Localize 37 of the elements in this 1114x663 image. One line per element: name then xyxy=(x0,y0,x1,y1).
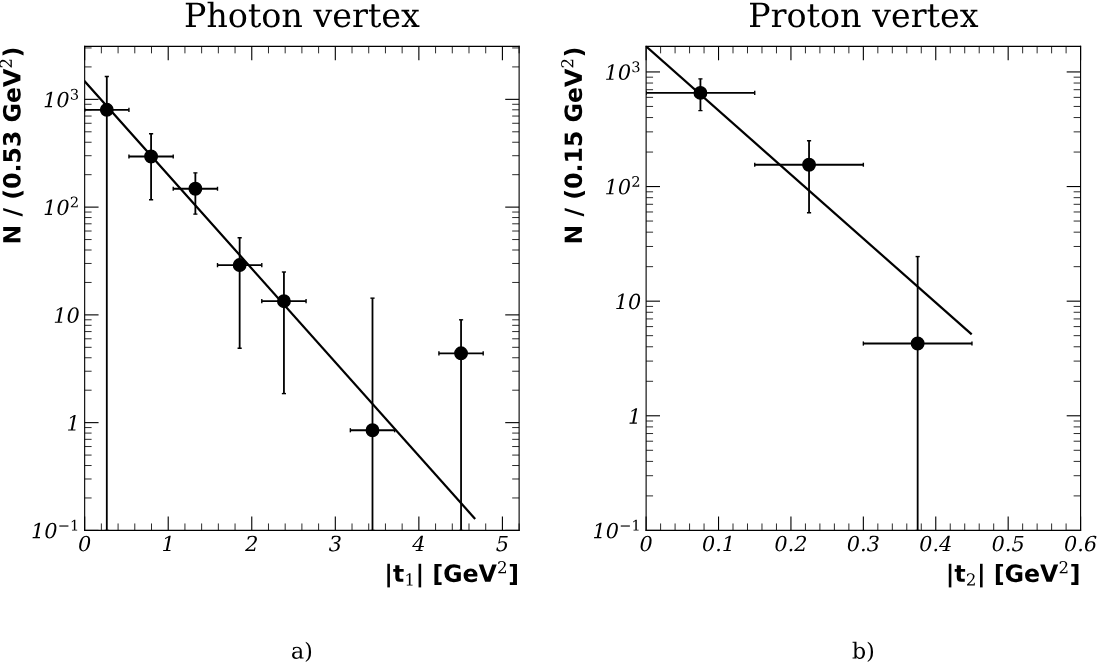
y-axis-title: N / (0.15 GeV$^{2}$) xyxy=(561,48,585,243)
x-tick-label: 0.6 xyxy=(1065,535,1097,552)
y-tick-label: 10 xyxy=(54,307,79,324)
y-tick-label: 10$^{2}$ xyxy=(606,175,640,195)
x-tick-label: 0.4 xyxy=(920,535,951,552)
x-tick-label: 0.5 xyxy=(992,535,1024,552)
x-axis-title: |t$_{1}$| [GeV$^{2}$] xyxy=(387,560,517,588)
x-tick-label: 0.2 xyxy=(775,535,807,552)
y-tick-label: 10 xyxy=(616,293,641,310)
y-tick-label: 1 xyxy=(68,415,76,431)
text: a) xyxy=(292,641,312,663)
y-tick-label: 10$^{3}$ xyxy=(606,61,640,80)
x-tick-label: 0.3 xyxy=(847,535,879,552)
x-tick-label: 0.1 xyxy=(703,535,731,552)
x-tick-label: 1 xyxy=(163,535,171,552)
y-tick-label: 1 xyxy=(629,408,638,424)
y-axis-title: N / (0.53 GeV$^{2}$) xyxy=(0,48,24,243)
point xyxy=(365,423,380,438)
x-tick-label: 4 xyxy=(412,535,424,552)
chart-title: Proton vertex xyxy=(750,2,979,28)
point xyxy=(188,181,203,196)
x-tick-label: 0 xyxy=(79,535,91,552)
x-tick-label: 2 xyxy=(245,535,257,552)
y-tick-label: 10$^{2}$ xyxy=(44,196,78,216)
y-tick-label: 10$^{3}$ xyxy=(44,88,79,108)
point xyxy=(454,346,469,361)
text: b) xyxy=(852,641,874,663)
x-tick-label: 5 xyxy=(496,535,508,552)
point xyxy=(910,336,925,351)
point xyxy=(232,258,247,272)
x-tick-label: 3 xyxy=(328,535,341,552)
x-axis-title: |t$_{2}$| [GeV$^{2}$] xyxy=(948,560,1079,588)
x-tick-label: 0 xyxy=(640,535,652,552)
y-tick-label: 10$^{−1}$ xyxy=(593,519,639,539)
y-tick-label: 10$^{−1}$ xyxy=(32,519,78,539)
chart-title: Photon vertex xyxy=(185,1,420,28)
point xyxy=(802,157,816,172)
